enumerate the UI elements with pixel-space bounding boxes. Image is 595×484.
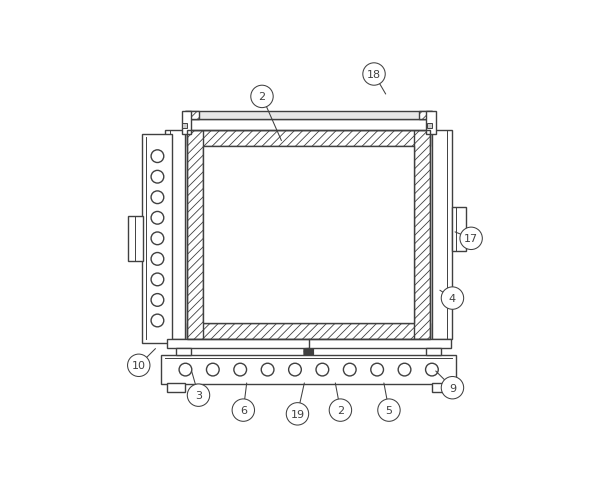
Text: 19: 19: [290, 409, 305, 419]
Text: 5: 5: [386, 405, 393, 415]
Text: 2: 2: [258, 92, 265, 102]
Bar: [142, 135, 173, 343]
Circle shape: [343, 363, 356, 376]
Bar: [419, 112, 432, 120]
Bar: [203, 146, 414, 324]
Circle shape: [363, 64, 385, 86]
Bar: [414, 131, 430, 339]
Circle shape: [151, 151, 164, 163]
Bar: [187, 131, 203, 339]
Bar: [167, 383, 186, 393]
Bar: [187, 324, 430, 339]
Circle shape: [286, 403, 309, 425]
Text: 18: 18: [367, 70, 381, 80]
Circle shape: [378, 399, 400, 422]
Circle shape: [151, 171, 164, 183]
Bar: [183, 124, 187, 129]
Text: 17: 17: [464, 234, 478, 244]
Circle shape: [289, 363, 301, 376]
Circle shape: [151, 253, 164, 266]
Circle shape: [329, 399, 352, 422]
Bar: [432, 131, 452, 339]
Circle shape: [398, 363, 411, 376]
Circle shape: [151, 212, 164, 225]
Bar: [167, 339, 450, 349]
Circle shape: [179, 363, 192, 376]
Circle shape: [151, 273, 164, 286]
Circle shape: [316, 363, 328, 376]
Text: 10: 10: [131, 361, 146, 371]
Text: 4: 4: [449, 293, 456, 303]
Circle shape: [151, 294, 164, 307]
Circle shape: [441, 377, 464, 399]
Bar: [187, 131, 430, 146]
Bar: [186, 120, 432, 131]
Circle shape: [151, 315, 164, 327]
Bar: [427, 124, 431, 129]
Bar: [165, 131, 186, 339]
Bar: [181, 112, 191, 135]
Bar: [426, 349, 441, 355]
Bar: [187, 131, 430, 339]
Bar: [161, 355, 456, 384]
Text: 6: 6: [240, 405, 247, 415]
Circle shape: [234, 363, 246, 376]
Circle shape: [261, 363, 274, 376]
Circle shape: [127, 354, 150, 377]
Text: 9: 9: [449, 383, 456, 393]
Bar: [186, 112, 432, 120]
Circle shape: [250, 86, 273, 108]
Bar: [426, 112, 436, 135]
Bar: [176, 349, 191, 355]
Text: 2: 2: [337, 405, 344, 415]
Circle shape: [151, 232, 164, 245]
Bar: [452, 207, 466, 252]
Circle shape: [425, 363, 439, 376]
Bar: [432, 383, 450, 393]
Text: 3: 3: [195, 391, 202, 400]
Circle shape: [187, 384, 209, 407]
Bar: [129, 216, 143, 261]
Bar: [186, 112, 199, 120]
Circle shape: [460, 227, 483, 250]
Circle shape: [232, 399, 255, 422]
Circle shape: [206, 363, 219, 376]
Circle shape: [441, 287, 464, 310]
Circle shape: [371, 363, 384, 376]
Circle shape: [151, 192, 164, 204]
